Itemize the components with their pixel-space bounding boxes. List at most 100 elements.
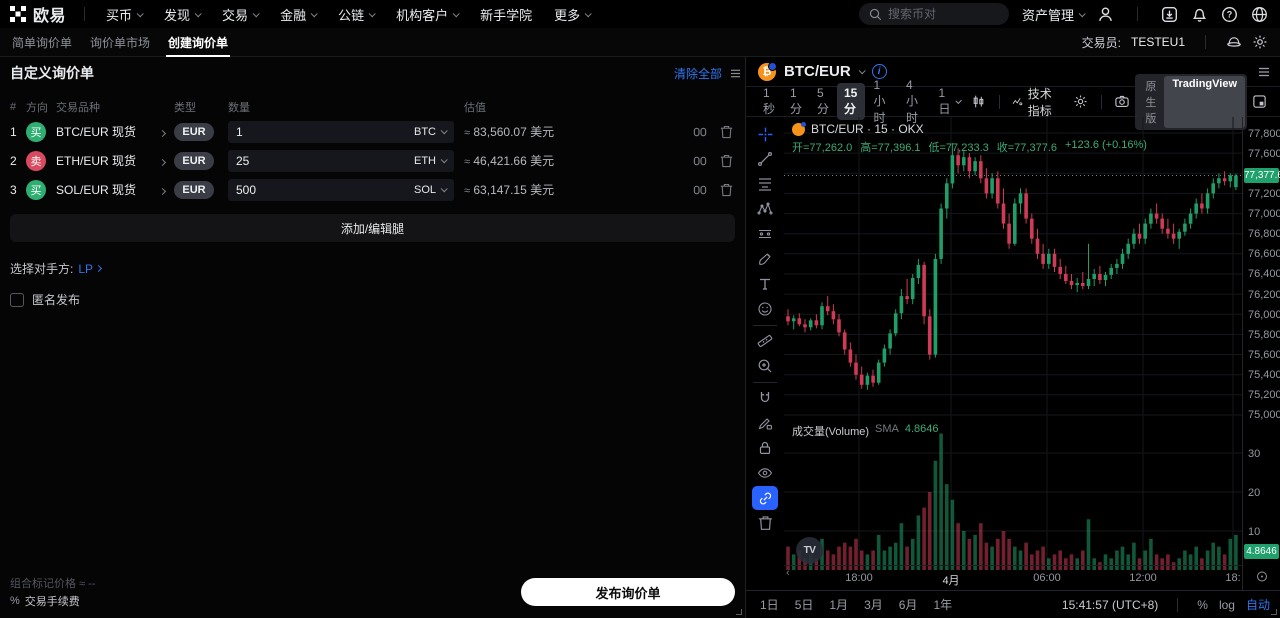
range-1[interactable]: 5日 [794,598,814,612]
unit-select[interactable]: ETH [414,155,448,167]
quantity-input[interactable]: 25 ETH [228,149,454,172]
pair-label[interactable]: SOL/EUR 现货 [56,183,137,197]
add-edit-legs-button[interactable]: 添加/编辑腿 [10,214,735,242]
range-3[interactable]: 3月 [864,598,883,612]
help-button[interactable]: ? [1221,6,1238,23]
native-version-tab[interactable]: 原生版 [1145,80,1157,125]
search-box[interactable] [858,3,1009,25]
percent-scale-button[interactable]: % [1197,597,1208,612]
download-app-button[interactable] [1161,6,1178,23]
nav-menu-0[interactable]: 买币 [95,5,153,24]
nav-menu-3[interactable]: 金融 [269,5,327,24]
nav-menu-1[interactable]: 发现 [153,5,211,24]
profile-button[interactable] [1097,6,1114,23]
timeframe-6[interactable]: 1日 [932,83,967,120]
trash-icon[interactable] [720,154,733,168]
anonymous-checkbox[interactable] [10,292,24,307]
symbol-title[interactable]: BTC/EUR [784,63,851,80]
tool-emoji[interactable] [752,297,778,321]
unlink-icon[interactable] [693,183,707,197]
timeframe-2[interactable]: 5分 [817,86,830,116]
log-scale-button[interactable]: log [1218,597,1235,612]
trader-mode-button[interactable] [1226,34,1242,50]
tool-long-position[interactable] [752,222,778,246]
subnav-tab-0[interactable]: 简单询价单 [12,35,73,50]
settings-button[interactable] [1252,34,1268,50]
timeframe-4[interactable]: 1小时 [873,77,886,125]
search-input[interactable] [887,7,988,21]
info-icon[interactable]: i [871,64,887,79]
chart-type-button[interactable] [966,94,991,109]
tool-link-mode[interactable] [752,486,778,510]
snapshot-button[interactable] [1109,94,1135,109]
collapse-panel-arrow[interactable]: ‹ [786,567,790,579]
range-4[interactable]: 6月 [898,598,918,612]
tool-fib-retracement[interactable] [752,172,778,196]
language-button[interactable] [1251,6,1268,23]
price-tick: 76,200.0 [1248,288,1280,301]
quantity-input[interactable]: 500 SOL [228,178,454,201]
currency-type-button[interactable]: EUR [174,151,214,170]
tradingview-logo[interactable]: TV [796,537,823,564]
expand-chart-button[interactable] [1247,94,1272,109]
pair-label[interactable]: ETH/EUR 现货 [56,154,137,168]
nav-menu-4[interactable]: 公链 [327,5,385,24]
unlink-icon[interactable] [693,154,707,168]
trash-icon[interactable] [720,125,733,139]
nav-menu-6[interactable]: 新手学院 [480,7,533,23]
tool-xabcd-pattern[interactable] [752,197,778,221]
subnav-tab-1[interactable]: 询价单市场 [90,35,151,50]
tool-brush[interactable] [752,247,778,271]
tool-trend-line[interactable] [752,147,778,171]
timeframe-5[interactable]: 4小时 [905,77,918,125]
pair-label[interactable]: BTC/EUR 现货 [56,125,137,139]
clear-all-button[interactable]: 清除全部 [673,66,722,81]
tool-zoom-in[interactable] [752,354,778,378]
tool-crosshair[interactable] [752,122,778,146]
reset-scale-icon[interactable] [1255,570,1268,583]
clock[interactable]: 15:41:57 (UTC+8) [1061,597,1159,612]
indicators-button[interactable]: 技术指标 [1012,85,1063,119]
tool-ruler[interactable] [752,329,778,353]
nav-menu-5[interactable]: 机构客户 [385,5,469,24]
candlestick-chart[interactable] [784,117,1242,590]
timeframe-1[interactable]: 1分 [790,86,803,116]
unit-select[interactable]: BTC [414,126,448,138]
notifications-button[interactable] [1191,6,1208,23]
tool-hide-drawings[interactable] [752,461,778,485]
timeframe-0[interactable]: 1秒 [763,86,776,116]
subnav-tab-2[interactable]: 创建询价单 [166,28,231,57]
range-0[interactable]: 1日 [760,598,779,612]
okx-logo[interactable]: 欧易 [10,2,66,26]
range-5[interactable]: 1年 [933,598,953,612]
unlink-icon[interactable] [693,125,707,139]
currency-type-button[interactable]: EUR [174,122,214,141]
resize-grip[interactable] [1271,609,1277,615]
divider [999,94,1001,109]
auto-scale-button[interactable]: 自动 [1245,598,1270,612]
tool-lock-all[interactable] [752,436,778,460]
nav-menu-2[interactable]: 交易 [211,5,269,24]
chart-menu-button[interactable] [1258,66,1270,78]
nav-menu-7[interactable]: 更多 [543,5,601,24]
tool-text[interactable] [752,272,778,296]
tool-draw-lock[interactable] [752,411,778,435]
price-axis[interactable]: 77,800.0 77,600.0 77,200.0 77,000.0 76,800.0… [1242,117,1280,590]
panel-menu-icon[interactable] [730,68,741,79]
tradingview-version-tab[interactable]: TradingView [1164,75,1245,128]
resize-grip[interactable] [736,609,742,615]
range-2[interactable]: 1月 [829,598,849,612]
currency-type-button[interactable]: EUR [174,180,214,199]
unit-select[interactable]: SOL [414,184,448,196]
counterparty-select[interactable]: LP [78,262,103,276]
trash-icon[interactable] [720,183,733,197]
chart-area[interactable]: BTC/EUR · 15 · OKX 开=77,262.0 高=77,396.1 低… [784,117,1242,590]
assets-menu[interactable]: 资产管理 [1022,5,1086,24]
chart-settings-button[interactable] [1068,94,1093,109]
publish-rfq-button[interactable]: 发布询价单 [521,578,735,606]
quantity-input[interactable]: 1 BTC [228,120,454,143]
timeframe-3[interactable]: 15分 [837,83,866,120]
time-axis[interactable]: 18:00 4月 06:00 12:00 18: [784,565,1242,590]
tool-remove-drawings[interactable] [752,511,778,535]
tool-magnet[interactable] [752,386,778,410]
